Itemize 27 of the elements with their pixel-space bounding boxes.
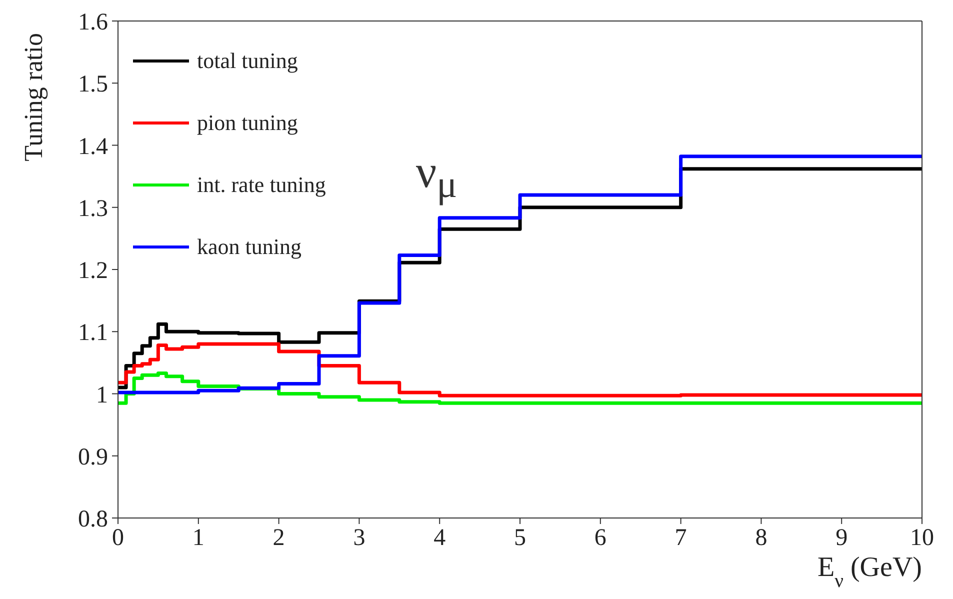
x-tick-label: 4 [434, 525, 446, 552]
legend-label: pion tuning [197, 110, 298, 136]
x-tick-label: 1 [192, 525, 204, 552]
legend-label: int. rate tuning [197, 172, 326, 198]
y-tick-label: 0.8 [78, 506, 108, 533]
x-tick-label: 6 [594, 525, 606, 552]
legend-label: kaon tuning [197, 234, 302, 260]
y-tick-label: 1.1 [78, 320, 108, 346]
x-tick-label: 10 [910, 525, 934, 552]
x-tick-label: 3 [353, 525, 366, 552]
legend-label: total tuning [197, 48, 298, 74]
y-tick-label: 1.3 [78, 196, 108, 222]
x-tick-label: 8 [755, 525, 768, 552]
x-axis-title: E$_{ν}$ (GeV) [818, 552, 922, 592]
y-axis-title: Tuning ratio [19, 33, 48, 162]
y-tick-label: 0.9 [78, 444, 108, 470]
x-tick-label: 5 [514, 525, 526, 552]
x-tick-label: 7 [674, 525, 687, 552]
y-tick-label: 1.6 [78, 10, 108, 36]
y-tick-label: 1.4 [78, 134, 108, 160]
y-tick-label: 1.5 [78, 72, 108, 98]
x-tick-label: 9 [836, 525, 848, 552]
x-tick-label: 0 [112, 525, 124, 552]
y-tick-label: 1.2 [78, 258, 108, 284]
x-tick-label: 2 [272, 525, 285, 552]
y-tick-label: 1 [96, 382, 108, 408]
annotation: ν$_{μ}$ [416, 144, 458, 207]
